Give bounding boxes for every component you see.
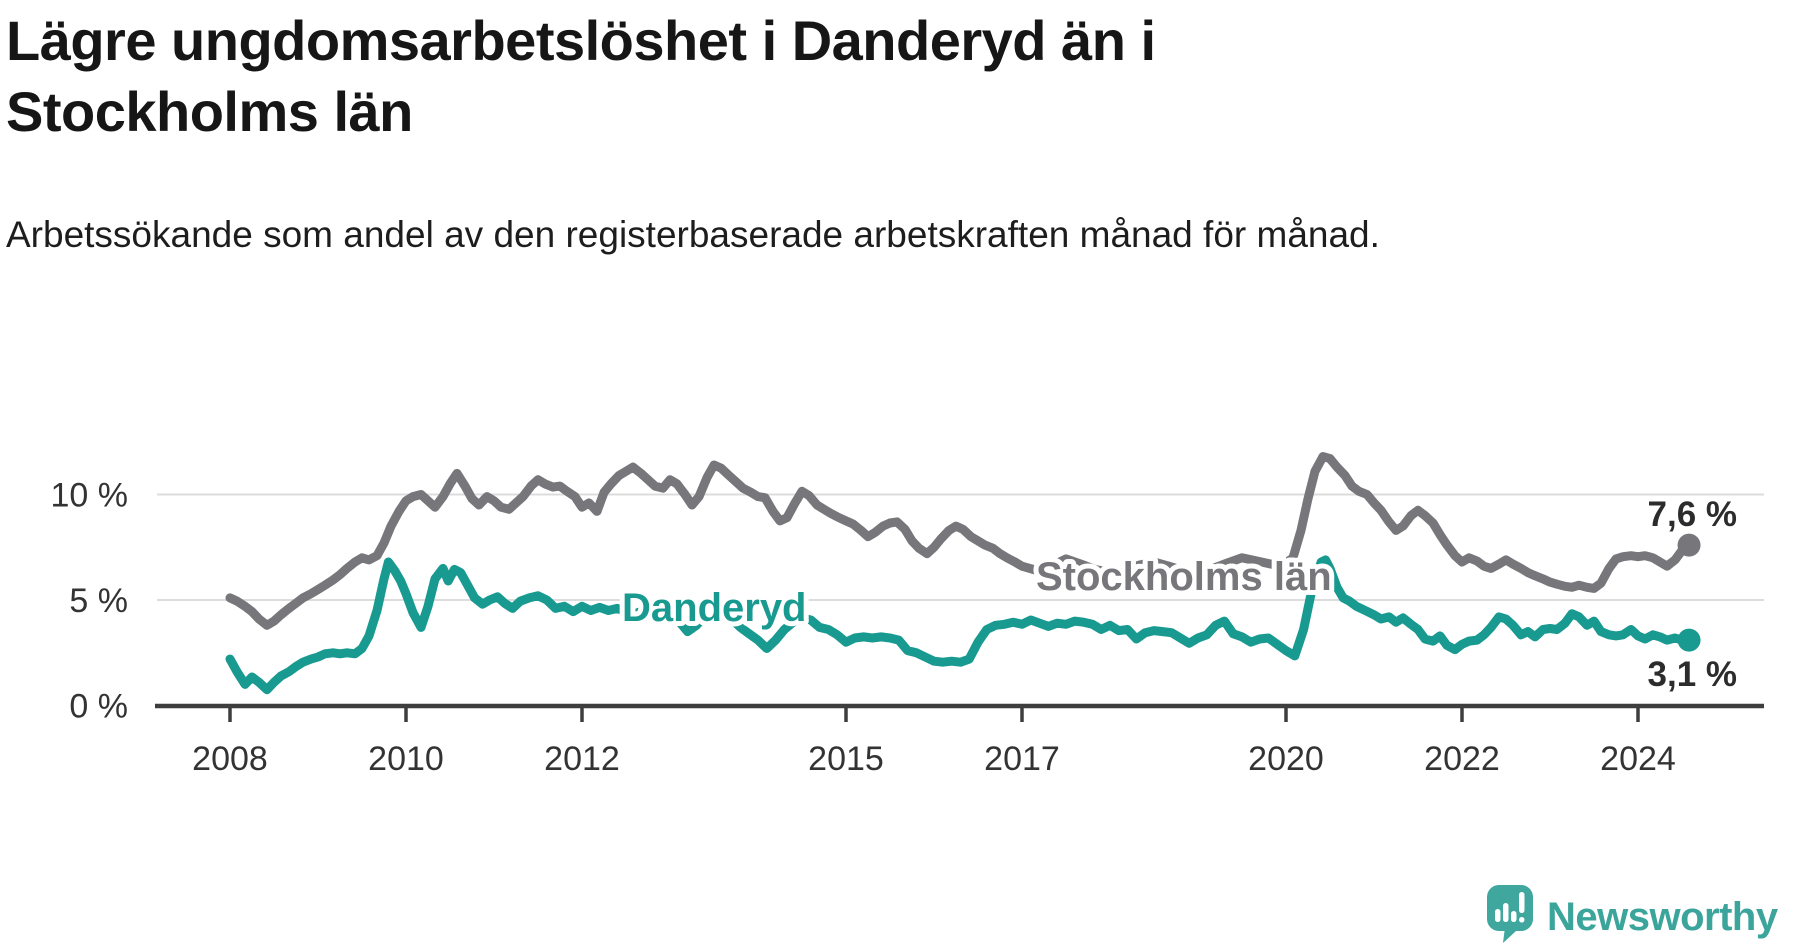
end-dot-danderyd [1677, 628, 1701, 652]
series-line-stockholms-l-n [225, 452, 1694, 630]
newsworthy-brand: Newsworthy [1486, 884, 1778, 948]
end-value-label-danderyd: 3,1 % [1648, 655, 1738, 694]
end-value-label-stockholms-l-n: 7,6 % [1648, 495, 1738, 534]
y-axis-label-0: 0 % [69, 688, 128, 726]
exclamation-dot-icon [1519, 917, 1525, 923]
bar-short-icon [1495, 909, 1501, 922]
bar-mid-icon [1511, 911, 1517, 922]
series-label-danderyd: Danderyd [622, 586, 807, 630]
x-axis-label-2010: 2010 [368, 740, 444, 778]
x-axis-label-2008: 2008 [192, 740, 268, 778]
x-axis-label-2020: 2020 [1248, 740, 1324, 778]
x-axis-label-2024: 2024 [1600, 740, 1676, 778]
x-axis-label-2017: 2017 [984, 740, 1060, 778]
bar-tall-icon [1503, 903, 1509, 922]
newsworthy-brand-text: Newsworthy [1547, 894, 1778, 939]
page-subtitle: Arbetssökande som andel av den registerb… [6, 214, 1380, 255]
speech-bubble-shape [1487, 885, 1533, 943]
newsworthy-logo-icon [1486, 884, 1534, 948]
series-line-danderyd [225, 555, 1694, 695]
page-title: Lägre ungdomsarbetslöshet i Danderyd än … [6, 9, 1156, 143]
exclamation-bar-icon [1519, 892, 1525, 913]
y-axis-label-10: 10 % [51, 477, 129, 515]
x-axis-label-2022: 2022 [1424, 740, 1500, 778]
x-axis-label-2012: 2012 [544, 740, 620, 778]
end-dot-stockholms-l-n [1677, 533, 1701, 557]
series-label-stockholms-l-n: Stockholms län [1036, 555, 1332, 599]
x-axis-label-2015: 2015 [808, 740, 884, 778]
y-axis-label-5: 5 % [69, 582, 128, 620]
